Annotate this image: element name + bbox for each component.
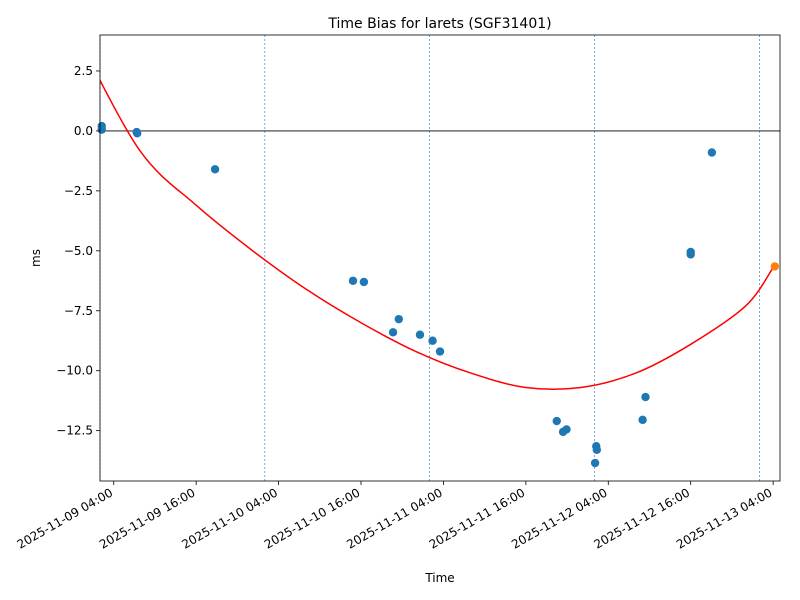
- data-point-12: [552, 416, 561, 426]
- fit-curve-line: [100, 78, 774, 391]
- data-point-23: [770, 262, 780, 271]
- y-tick-label-4: −7.5: [64, 304, 93, 318]
- y-tick-label-3: −5.0: [64, 244, 93, 258]
- data-point-14: [562, 425, 571, 434]
- data-point-19: [641, 392, 650, 402]
- data-point-22: [707, 148, 717, 157]
- y-axis-label: ms: [29, 249, 43, 267]
- axes-frame: [99, 34, 781, 482]
- plot-area: [97, 34, 781, 482]
- y-axis-ticks: 2.5 0.0 −2.5 −5.0 −7.5 −10.0 −12.5: [56, 64, 100, 438]
- data-point-17: [592, 445, 602, 455]
- y-tick-label-5: −10.0: [56, 364, 93, 378]
- data-points: [97, 121, 780, 468]
- x-axis-label: Time: [424, 571, 454, 585]
- fit-curve: [100, 78, 774, 391]
- data-point-11: [435, 347, 445, 356]
- data-point-1: [97, 125, 106, 134]
- data-point-6: [359, 277, 369, 287]
- data-point-7: [388, 328, 398, 337]
- data-point-5: [348, 276, 358, 285]
- y-tick-label-2: −2.5: [64, 184, 93, 198]
- data-point-3: [133, 129, 142, 138]
- data-point-15: [590, 458, 600, 468]
- chart-title: Time Bias for larets (SGF31401): [327, 16, 551, 32]
- y-tick-label-0: 2.5: [74, 64, 93, 78]
- data-point-4: [210, 165, 220, 174]
- y-tick-label-1: 0.0: [74, 124, 93, 138]
- axes-background: [100, 35, 780, 481]
- data-point-8: [394, 314, 403, 324]
- data-point-21: [686, 250, 695, 259]
- y-tick-label-6: −12.5: [56, 424, 93, 438]
- data-point-18: [638, 415, 647, 425]
- data-point-10: [428, 336, 437, 345]
- data-point-9: [415, 330, 425, 339]
